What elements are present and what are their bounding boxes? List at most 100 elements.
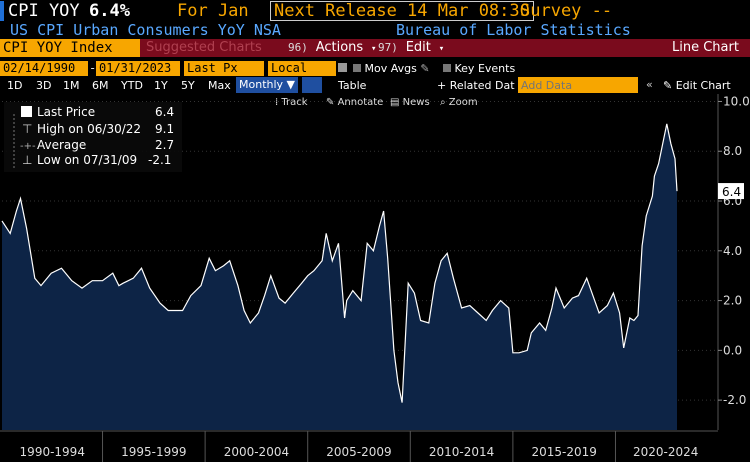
chart-tools: ⁞ Track ✎ Annotate ▤ News ⌕ Zoom — [275, 97, 478, 108]
pencil-icon: ✎ — [420, 62, 430, 75]
track-icon: ⁞ — [275, 97, 281, 108]
x-tick-label: 2010-2014 — [429, 445, 494, 459]
period-1d[interactable]: 1D — [7, 79, 23, 92]
y-tick-label: 8.0 — [723, 144, 742, 158]
chart[interactable]: -2.00.02.04.06.08.010.0 1990-1994 1995-19… — [0, 94, 750, 462]
zoom-tool[interactable]: ⌕ Zoom — [440, 97, 478, 108]
last-price-swatch — [21, 106, 32, 117]
chevron-down-icon: ▼ — [286, 78, 296, 91]
news-icon: ▤ — [390, 97, 403, 108]
average-marker-icon: -+- — [20, 141, 36, 152]
survey: Survey -- — [520, 1, 613, 21]
mov-avgs-toggle[interactable]: Mov Avgs ✎ — [353, 62, 430, 75]
last-value-label: 6.4 — [722, 185, 741, 199]
actions-number: 96) — [288, 41, 308, 54]
chevron-down-icon: ▾ — [371, 44, 377, 54]
next-release[interactable]: Next Release 14 Mar 08:30 — [270, 1, 534, 21]
currency-dropdown-icon[interactable] — [338, 63, 347, 72]
chevrons-left-icon[interactable]: « — [646, 78, 653, 91]
key-events-label: Key Events — [454, 62, 516, 75]
legend-last-price-value: 6.4 — [155, 105, 174, 119]
y-tick-label: 0.0 — [723, 343, 742, 357]
legend-average-label: Average — [37, 138, 86, 152]
legend-high-value: 9.1 — [155, 122, 174, 136]
legend-last-price-label: Last Price — [37, 105, 95, 119]
x-tick-label: 2000-2004 — [224, 445, 289, 459]
legend-high-label: High on 06/30/22 — [37, 122, 141, 136]
news-label: News — [403, 97, 430, 108]
key-events-toggle[interactable]: Key Events — [443, 62, 515, 75]
period-5y[interactable]: 5Y — [181, 79, 195, 92]
zoom-label: Zoom — [449, 97, 478, 108]
suggested-charts[interactable]: Suggested Charts — [146, 40, 262, 55]
track-tool[interactable]: ⁞ Track — [275, 97, 308, 108]
period-bar: 1D 3D 1M 6M YTD 1Y 5Y Max Monthly ▼ Tabl… — [0, 77, 750, 94]
legend-average-value: 2.7 — [155, 138, 174, 152]
header-bar: CPI YOY 6.4% For Jan Next Release 14 Mar… — [0, 0, 750, 22]
add-data-input[interactable] — [518, 77, 638, 93]
ticker-value: 6.4% — [89, 1, 130, 21]
period-3d[interactable]: 3D — [36, 79, 52, 92]
legend: Last Price 6.4 ⊤ High on 06/30/22 9.1 -+… — [4, 102, 182, 172]
mov-avgs-label: Mov Avgs — [364, 62, 417, 75]
date-separator: - — [89, 61, 97, 75]
edit-label: Edit — [405, 40, 431, 55]
edit-menu[interactable]: 97) Edit ▾ — [378, 39, 444, 57]
zoom-icon: ⌕ — [440, 97, 449, 108]
for-period: For Jan — [177, 1, 249, 21]
track-label: Track — [280, 97, 307, 108]
period-max[interactable]: Max — [208, 79, 231, 92]
annotate-tool[interactable]: ✎ Annotate — [326, 97, 383, 108]
period-ytd[interactable]: YTD — [121, 79, 143, 92]
y-tick-label: 2.0 — [723, 294, 742, 308]
y-axis: -2.00.02.04.06.08.010.0 — [718, 94, 750, 407]
date-controls: 02/14/1990 - 01/31/2023 Last Px Local CC… — [0, 61, 750, 90]
y-tick-label: 10.0 — [723, 94, 750, 108]
frequency-label: Monthly — [239, 78, 284, 91]
chevron-down-icon: ▾ — [438, 44, 445, 54]
line-style-icon[interactable] — [302, 77, 322, 93]
edit-number: 97) — [378, 41, 398, 54]
period-1m[interactable]: 1M — [63, 79, 80, 92]
legend-low-value: -2.1 — [148, 153, 171, 167]
low-marker-icon: ⊥ — [22, 153, 32, 167]
subheader: US CPI Urban Consumers YoY NSA Bureau of… — [0, 21, 750, 39]
news-tool[interactable]: ▤ News — [390, 97, 430, 108]
end-date-input[interactable]: 01/31/2023 — [96, 61, 180, 76]
frequency-select[interactable]: Monthly ▼ — [236, 77, 298, 93]
annotate-icon: ✎ — [326, 97, 338, 108]
edit-chart-button[interactable]: ✎ Edit Chart — [663, 79, 731, 92]
series-area — [2, 123, 677, 431]
ticker-marker — [0, 1, 4, 21]
period-6m[interactable]: 6M — [92, 79, 109, 92]
currency-select[interactable]: Local CCY — [268, 61, 336, 90]
annotate-label: Annotate — [338, 97, 384, 108]
last-value-marker: 6.4 — [718, 183, 744, 200]
x-tick-label: 2015-2019 — [531, 445, 596, 459]
checkbox-icon — [353, 64, 361, 72]
y-tick-label: 4.0 — [723, 244, 742, 258]
related-data-button[interactable]: + Related Dat — [437, 79, 515, 92]
price-field-select[interactable]: Last Px — [184, 61, 264, 76]
high-marker-icon: ⊤ — [22, 122, 32, 136]
series-line — [1, 123, 678, 403]
legend-low-label: Low on 07/31/09 — [37, 153, 137, 167]
index-name[interactable]: CPI YOY Index — [0, 39, 140, 57]
legend-background — [4, 102, 182, 172]
x-tick-label: 2005-2009 — [326, 445, 391, 459]
checkbox-icon — [443, 64, 451, 72]
period-1y[interactable]: 1Y — [154, 79, 168, 92]
toolbar: CPI YOY Index Suggested Charts 96) Actio… — [0, 39, 750, 57]
table-button[interactable]: Table — [338, 79, 367, 92]
x-axis: 1990-1994 1995-1999 2000-2004 2005-2009 2010… — [0, 430, 718, 462]
security-description: US CPI Urban Consumers YoY NSA — [10, 21, 281, 39]
chart-type[interactable]: Line Chart — [672, 40, 739, 55]
ticker-label: CPI YOY — [8, 1, 80, 21]
x-tick-label: 2020-2024 — [633, 445, 698, 459]
last-value-box — [718, 183, 744, 200]
start-date-input[interactable]: 02/14/1990 — [0, 61, 88, 76]
edit-chart-label: Edit Chart — [675, 79, 731, 92]
x-tick-label: 1995-1999 — [121, 445, 186, 459]
actions-menu[interactable]: 96) Actions ▾ — [288, 39, 376, 57]
x-tick-label: 1990-1994 — [20, 445, 85, 459]
